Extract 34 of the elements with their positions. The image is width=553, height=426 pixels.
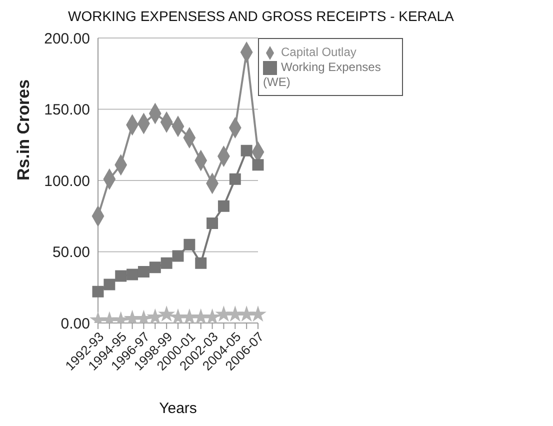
legend-label: Capital Outlay: [281, 45, 356, 59]
point: [124, 310, 140, 323]
point: [184, 238, 196, 250]
point: [148, 309, 163, 323]
point: [160, 257, 172, 269]
point: [138, 266, 150, 278]
y-tick-label: 100.00: [44, 172, 90, 190]
point: [104, 278, 116, 290]
point: [92, 286, 104, 298]
point: [239, 306, 254, 321]
point: [250, 306, 266, 321]
chart-title: WORKING EXPENSESS AND GROSS RECEIPTS - KERALA: [68, 8, 454, 24]
y-axis-title: Rs.in Crores: [14, 79, 34, 180]
point: [228, 306, 243, 321]
point: [126, 268, 138, 280]
point: [195, 257, 207, 269]
point: [149, 262, 161, 274]
point: [136, 310, 152, 323]
point: [115, 270, 127, 282]
point: [218, 200, 230, 212]
legend-label: Working Expenses (WE): [263, 60, 381, 89]
y-tick-label: 50.00: [52, 244, 90, 262]
point: [240, 144, 252, 156]
point: [206, 218, 218, 229]
y-tick-label: 150.00: [44, 102, 90, 119]
point: [229, 173, 241, 185]
point: [170, 309, 186, 323]
x-axis-title: Years: [159, 400, 197, 417]
y-tick-label: 200.00: [44, 30, 90, 48]
point: [252, 159, 264, 171]
point: [172, 250, 184, 262]
y-tick-label: 0.00: [60, 315, 90, 332]
point: [159, 306, 174, 321]
point: [216, 306, 232, 321]
